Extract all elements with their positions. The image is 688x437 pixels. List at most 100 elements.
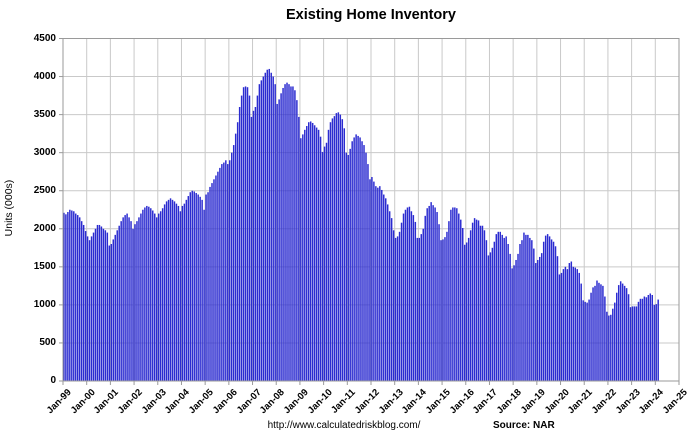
inventory-bar	[388, 211, 391, 381]
inventory-bar	[157, 213, 160, 381]
inventory-bar	[614, 302, 616, 381]
inventory-bar	[288, 84, 290, 382]
inventory-bar	[173, 201, 176, 381]
y-axis-tick-label: 1500	[33, 260, 56, 272]
y-axis-tick-label: 500	[39, 336, 56, 348]
inventory-bar	[529, 237, 531, 381]
inventory-bar	[240, 95, 243, 381]
inventory-bar	[412, 215, 415, 381]
inventory-bar	[446, 231, 448, 381]
inventory-bar	[90, 236, 93, 381]
inventory-bar	[586, 302, 588, 381]
inventory-bar	[150, 208, 152, 381]
inventory-bar	[98, 224, 101, 381]
inventory-bar	[602, 285, 604, 381]
inventory-bar	[88, 240, 91, 381]
axis-ticks	[59, 38, 680, 385]
inventory-bar	[596, 280, 598, 381]
inventory-bar	[185, 199, 188, 381]
y-axis-tick-label: 0	[50, 375, 56, 386]
inventory-bar	[120, 221, 122, 381]
inventory-bar	[533, 248, 535, 381]
inventory-bar	[195, 193, 197, 381]
inventory-bar	[560, 272, 563, 381]
inventory-bar	[128, 217, 130, 381]
inventory-bar	[495, 234, 498, 381]
inventory-bar	[442, 239, 444, 381]
inventory-bar	[272, 76, 274, 381]
inventory-bar	[513, 265, 515, 381]
inventory-bar	[183, 203, 186, 381]
inventory-bar	[77, 215, 79, 381]
inventory-bar	[475, 219, 478, 381]
inventory-bar	[215, 175, 217, 381]
inventory-bar	[422, 228, 424, 381]
inventory-bar	[311, 122, 314, 381]
inventory-bar	[424, 215, 426, 381]
inventory-bar	[432, 205, 434, 381]
inventory-bar	[493, 241, 496, 381]
inventory-bar	[203, 209, 205, 381]
inventory-bar	[456, 208, 458, 381]
inventory-bar	[608, 315, 610, 381]
inventory-bar	[197, 194, 199, 381]
inventory-bar	[377, 187, 379, 381]
inventory-bar	[306, 126, 308, 381]
inventory-bar	[410, 211, 413, 381]
inventory-bar	[426, 208, 428, 381]
inventory-bar	[246, 87, 249, 382]
inventory-bar	[515, 259, 517, 381]
inventory-bar	[657, 299, 659, 381]
inventory-bar	[248, 95, 251, 381]
inventory-bar	[232, 145, 235, 381]
inventory-bar	[300, 138, 302, 381]
inventory-bar	[244, 86, 247, 381]
inventory-bar	[86, 236, 89, 381]
inventory-bar	[349, 148, 351, 381]
footer-source: Source: NAR	[493, 420, 555, 431]
inventory-bar	[390, 218, 393, 381]
inventory-bar	[544, 235, 547, 381]
inventory-bar	[165, 201, 168, 381]
inventory-bar	[179, 211, 182, 381]
inventory-bar	[610, 314, 612, 381]
inventory-bar	[606, 311, 608, 381]
inventory-bar	[262, 76, 265, 381]
inventory-bar	[485, 240, 488, 381]
inventory-bar	[612, 308, 614, 381]
inventory-bar	[582, 300, 584, 381]
inventory-bar	[592, 287, 594, 381]
y-axis-tick-label: 4500	[33, 32, 56, 44]
inventory-bar	[258, 84, 261, 382]
inventory-bar	[471, 222, 474, 381]
inventory-bar	[361, 141, 363, 381]
inventory-bar	[337, 112, 340, 381]
footer-url: http://www.calculatedriskblog.com/	[267, 420, 421, 431]
inventory-bar	[353, 137, 355, 381]
inventory-bar	[499, 231, 501, 381]
inventory-bar	[136, 221, 138, 381]
inventory-bar	[639, 298, 642, 381]
inventory-bar	[479, 225, 482, 381]
inventory-bar	[315, 127, 318, 381]
inventory-bar	[309, 121, 312, 382]
inventory-bar	[327, 129, 330, 381]
inventory-bar	[96, 224, 99, 381]
inventory-bar	[416, 237, 419, 381]
inventory-bar	[396, 236, 399, 381]
inventory-bar	[627, 294, 630, 381]
inventory-bar	[621, 283, 624, 381]
inventory-bar	[280, 93, 282, 382]
inventory-bar	[276, 103, 278, 382]
inventory-bar	[118, 225, 120, 381]
inventory-bar	[527, 234, 529, 381]
inventory-bar	[645, 297, 648, 381]
inventory-bar	[635, 306, 638, 381]
inventory-bar	[556, 256, 559, 381]
inventory-bar	[460, 219, 462, 381]
inventory-bar	[623, 285, 626, 381]
inventory-bar	[321, 151, 324, 381]
inventory-bar	[355, 134, 357, 381]
inventory-bar	[562, 269, 565, 381]
inventory-bar	[550, 239, 553, 381]
